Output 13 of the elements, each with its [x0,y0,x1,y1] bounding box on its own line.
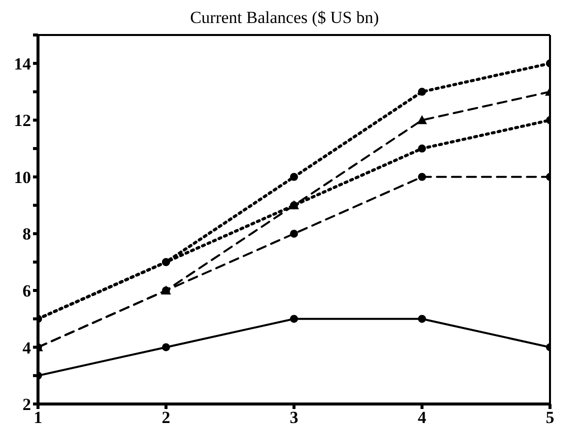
y-tick-label: 10 [14,168,31,187]
y-tick-label: 2 [22,395,31,414]
x-tick-label: 3 [290,408,298,428]
chart-title: Current Balances ($ US bn) [189,8,380,28]
y-tick-label: 14 [14,54,32,74]
y-tick-label: 8 [22,224,31,244]
x-tick-label: 2 [162,408,170,428]
x-tick-label: 4 [418,408,427,428]
x-tick-label: 5 [546,408,554,428]
y-tick-label: 12 [14,111,31,130]
x-tick-label: 1 [34,408,42,428]
y-tick-label: 4 [22,338,32,358]
y-tick-label: 6 [22,281,31,300]
